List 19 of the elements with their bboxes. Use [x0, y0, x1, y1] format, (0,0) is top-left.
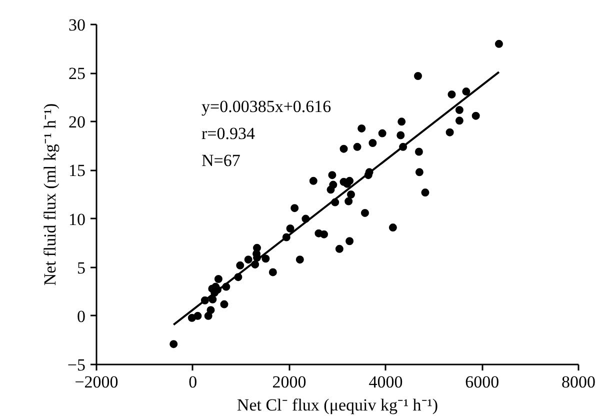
- y-tick-label: −5: [67, 356, 86, 374]
- y-tick-label: 15: [68, 161, 86, 180]
- y-tick-label: 5: [77, 258, 86, 278]
- x-tick-label: 0: [188, 372, 198, 392]
- annotation: N=67: [202, 151, 241, 170]
- annotation: y=0.00385x+0.616: [202, 97, 332, 116]
- y-tick-label: 30: [68, 16, 86, 34]
- y-tick-label: 20: [68, 112, 86, 132]
- x-tick-label: 6000: [465, 372, 500, 392]
- y-tick-label: 0: [77, 306, 86, 326]
- x-tick-label: −2000: [74, 372, 118, 392]
- x-tick-label: 8000: [562, 372, 596, 392]
- x-tick-label: 2000: [272, 372, 306, 392]
- x-axis-title: Net Cl⁻ flux (μequiv kg⁻¹ h⁻¹): [236, 396, 438, 414]
- x-tick-label: 4000: [368, 372, 403, 392]
- annotation: r=0.934: [202, 124, 256, 143]
- y-tick-label: 10: [68, 210, 86, 229]
- y-axis-title: Net fluid flux (ml kg⁻¹ h⁻¹): [40, 103, 60, 286]
- y-tick-label: 25: [68, 64, 86, 84]
